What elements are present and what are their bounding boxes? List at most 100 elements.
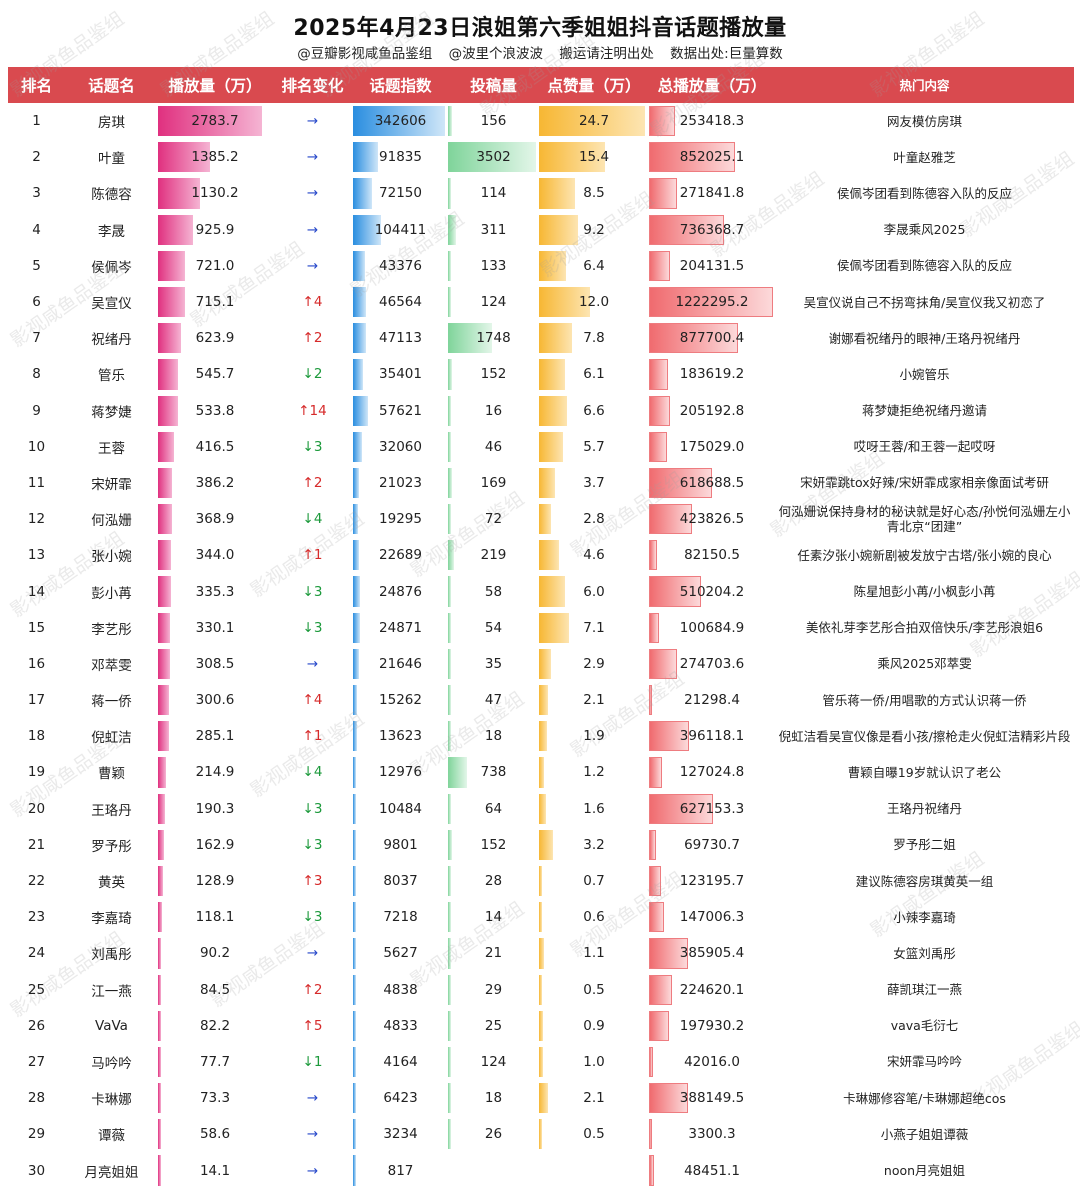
cell-topic-value: 倪虹洁 — [91, 730, 132, 747]
header-topic: 话题名 — [88, 77, 135, 95]
cell-rank-change-value: ↓3 — [302, 800, 323, 817]
cell-likes-bar — [539, 576, 565, 607]
cell-total-plays-bar — [649, 1155, 654, 1186]
cell-likes-bar — [539, 757, 545, 788]
cell-index: 342606 — [353, 103, 448, 139]
cell-likes: 24.7 — [539, 103, 649, 139]
cell-plays-bar — [158, 576, 171, 607]
cell-posts: 124 — [448, 1044, 539, 1080]
cell-plays: 82.2 — [158, 1008, 272, 1044]
cell-rank: 28 — [8, 1080, 65, 1116]
cell-plays-value: 545.7 — [195, 366, 235, 383]
cell-hot-content: 叶童赵雅芝 — [775, 139, 1074, 175]
cell-hot-content: 侯佩岑团看到陈德容入队的反应 — [775, 248, 1074, 284]
table-row: 28 卡琳娜 73.3 → 6423 18 2.1 388149.5 卡琳娜修容笔/卡琳娜超绝c… — [8, 1080, 1074, 1116]
cell-total-plays: 147006.3 — [649, 899, 775, 935]
cell-rank-change-value: → — [306, 113, 319, 130]
cell-plays-value: 330.1 — [195, 619, 235, 636]
header-rank: 排名 — [20, 77, 52, 95]
cell-index-bar — [353, 431, 362, 462]
cell-total-plays: 204131.5 — [649, 248, 775, 284]
cell-plays: 190.3 — [158, 791, 272, 827]
cell-rank-change-value: → — [306, 257, 319, 274]
cell-rank-value: 1 — [32, 113, 41, 130]
cell-posts-bar — [448, 829, 452, 860]
table-row: 20 王珞丹 190.3 ↓3 10484 64 1.6 627153.3 王珞丹祝绪丹 — [8, 791, 1074, 827]
cell-rank-value: 5 — [32, 257, 41, 274]
cell-total-plays-value: 385905.4 — [679, 945, 745, 962]
cell-rank: 4 — [8, 212, 65, 248]
cell-index: 21646 — [353, 646, 448, 682]
table-row: 21 罗予彤 162.9 ↓3 9801 152 3.2 69730.7 罗予彤二姐 — [8, 827, 1074, 863]
cell-hot-content-value: 小燕子姐姐谭薇 — [880, 1126, 969, 1142]
cell-total-plays: 175029.0 — [649, 429, 775, 465]
cell-rank: 30 — [8, 1152, 65, 1188]
cell-index-value: 43376 — [379, 257, 422, 274]
cell-index-bar — [353, 178, 373, 209]
cell-likes-value: 2.8 — [583, 511, 605, 528]
cell-hot-content-value: 卡琳娜修容笔/卡琳娜超绝cos — [843, 1090, 1006, 1106]
cell-posts-bar — [448, 467, 453, 499]
cell-topic: 王珞丹 — [65, 791, 158, 827]
cell-likes-bar — [539, 1119, 542, 1150]
cell-likes: 9.2 — [539, 212, 649, 248]
table-row: 3 陈德容 1130.2 → 72150 114 8.5 271841.8 侯佩岑团看到陈德容入… — [8, 175, 1074, 211]
cell-hot-content-value: 李晟乘风2025 — [883, 222, 966, 238]
cell-total-plays-value: 42016.0 — [684, 1053, 740, 1070]
cell-total-plays: 69730.7 — [649, 827, 775, 863]
table-row: 27 马吟吟 77.7 ↓1 4164 124 1.0 42016.0 宋妍霏马吟吟 — [8, 1044, 1074, 1080]
cell-index-bar — [353, 1155, 356, 1186]
table-row: 7 祝绪丹 623.9 ↑2 47113 1748 7.8 877700.4 谢娜看祝绪丹的眼神… — [8, 320, 1074, 356]
cell-rank-change: ↑2 — [272, 465, 353, 501]
cell-rank-change: ↑2 — [272, 320, 353, 356]
cell-topic: 吴宣仪 — [65, 284, 158, 320]
cell-rank-value: 28 — [27, 1090, 46, 1107]
cell-rank-value: 26 — [27, 1017, 46, 1034]
cell-likes-value: 0.6 — [583, 909, 605, 926]
cell-topic: 江一燕 — [65, 972, 158, 1008]
cell-likes-value: 24.7 — [578, 113, 610, 130]
cell-hot-content-value: 乘风2025邓萃雯 — [877, 656, 972, 672]
cell-total-plays: 627153.3 — [649, 791, 775, 827]
cell-posts-value: 16 — [484, 402, 503, 419]
cell-index-value: 5627 — [383, 945, 418, 962]
cell-total-plays-value: 82150.5 — [684, 547, 740, 564]
cell-index: 24871 — [353, 610, 448, 646]
cell-posts-value: 169 — [480, 474, 507, 491]
cell-plays: 386.2 — [158, 465, 272, 501]
cell-rank-value: 8 — [32, 366, 41, 383]
cell-posts-bar — [448, 938, 451, 969]
cell-total-plays-bar — [649, 359, 668, 390]
cell-hot-content-value: 叶童赵雅芝 — [893, 149, 956, 165]
table-row: 16 邓萃雯 308.5 → 21646 35 2.9 274703.6 乘风2025邓萃雯 — [8, 646, 1074, 682]
cell-topic-value: 彭小苒 — [91, 585, 132, 602]
cell-rank-change-value: → — [306, 1162, 319, 1179]
table-row: 8 管乐 545.7 ↓2 35401 152 6.1 183619.2 小婉管乐 — [8, 356, 1074, 392]
cell-hot-content-value: noon月亮姐姐 — [883, 1163, 966, 1179]
cell-hot-content-value: 小婉管乐 — [899, 366, 950, 382]
cell-hot-content-value: vava毛衍七 — [890, 1018, 959, 1034]
cell-plays-value: 214.9 — [195, 764, 235, 781]
cell-likes-bar — [539, 431, 564, 462]
cell-rank-change-value: → — [306, 945, 319, 962]
cell-posts-value: 54 — [484, 619, 503, 636]
cell-posts-value: 35 — [484, 655, 503, 672]
cell-posts: 46 — [448, 429, 539, 465]
cell-topic: 倪虹洁 — [65, 718, 158, 754]
cell-plays: 2783.7 — [158, 103, 272, 139]
cell-hot-content: 乘风2025邓萃雯 — [775, 646, 1074, 682]
table-row: 19 曹颖 214.9 ↓4 12976 738 1.2 127024.8 曹颖自曝19岁就认识… — [8, 754, 1074, 790]
cell-hot-content-value: 女篮刘禹彤 — [893, 945, 956, 961]
cell-posts-value: 124 — [480, 1053, 507, 1070]
cell-topic: 彭小苒 — [65, 573, 158, 609]
cell-topic-value: 何泓姗 — [91, 513, 132, 530]
cell-rank-change-value: ↓2 — [302, 366, 323, 383]
cell-rank-value: 15 — [27, 619, 46, 636]
cell-rank: 25 — [8, 972, 65, 1008]
cell-rank-change-value: ↓1 — [302, 1053, 323, 1070]
cell-rank-change-value: ↑2 — [302, 981, 323, 998]
cell-index: 817 — [353, 1152, 448, 1188]
cell-posts-bar — [448, 286, 452, 318]
cell-plays: 84.5 — [158, 972, 272, 1008]
cell-total-plays: 100684.9 — [649, 610, 775, 646]
